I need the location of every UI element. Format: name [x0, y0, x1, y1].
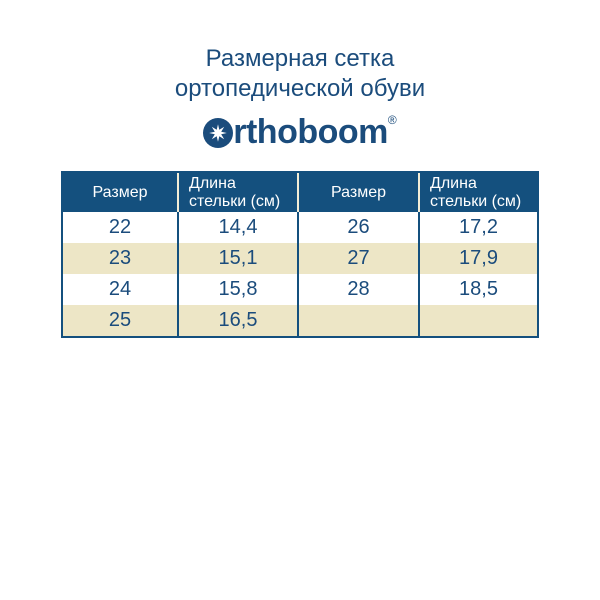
size-table: Размер Длина стельки (см) Размер Длина с… [61, 171, 539, 338]
cell-insole: 16,5 [177, 305, 297, 336]
table-header-row: Размер Длина стельки (см) Размер Длина с… [63, 173, 537, 212]
cell-insole: 17,2 [418, 212, 537, 243]
page-title-line2: ортопедической обуви [174, 75, 426, 102]
header-size-2: Размер [297, 173, 418, 212]
cell-size: 26 [297, 212, 418, 243]
header-insole-1-line1: Длина [189, 174, 236, 192]
cell-insole: 15,1 [177, 243, 297, 274]
registered-trademark-symbol: ® [387, 113, 397, 127]
gear-star-o-icon [203, 118, 234, 148]
cell-size: 27 [297, 243, 418, 274]
header-insole-1-line2: стельки (см) [189, 192, 281, 210]
cell-insole-empty [418, 305, 537, 336]
cell-size: 22 [108, 216, 132, 238]
cell-insole: 18,5 [418, 274, 537, 305]
table-row: 25 16,5 [63, 305, 537, 336]
cell-insole: 15,8 [177, 274, 297, 305]
header-insole-2-line2: стельки (см) [430, 192, 522, 210]
cell-size: 25 [108, 309, 132, 331]
header-size-1: Размер [63, 173, 177, 212]
table-row: 22 14,4 26 17,2 [63, 212, 537, 243]
header-insole-2-line1: Длина [430, 174, 477, 192]
header-insole-length-2: Длина стельки (см) [418, 173, 537, 212]
table-row: 24 15,8 28 18,5 [63, 274, 537, 305]
cell-size: 24 [108, 278, 132, 300]
header-size-1-label: Размер [92, 183, 148, 201]
page-title: Размерная сетка ортопедической обуви [0, 44, 600, 104]
cell-insole: 17,9 [418, 243, 537, 274]
cell-size: 23 [108, 247, 132, 269]
cell-insole: 14,4 [177, 212, 297, 243]
table-row: 23 15,1 27 17,9 [63, 243, 537, 274]
page-title-line1: Размерная сетка [205, 45, 395, 72]
brand-logo-text: rthoboom [233, 113, 388, 151]
brand-logo: rthoboom ® [0, 112, 600, 154]
header-insole-length-1: Длина стельки (см) [177, 173, 297, 212]
cell-size-empty [297, 305, 418, 336]
header-size-2-label: Размер [331, 183, 386, 201]
cell-size: 28 [297, 274, 418, 305]
